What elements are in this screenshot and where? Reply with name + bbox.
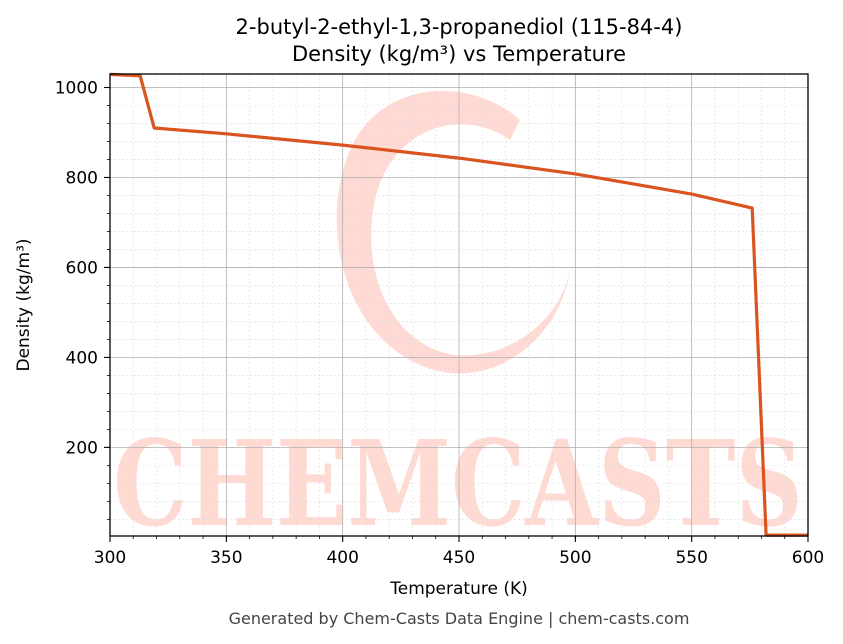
watermark-logo-swirl [336, 90, 570, 374]
y-tick-label: 400 [66, 348, 98, 368]
x-tick-label: 400 [326, 548, 358, 568]
chart-title: 2-butyl-2-ethyl-1,3-propanediol (115-84-… [236, 15, 683, 39]
x-tick-label: 450 [443, 548, 475, 568]
chemcasts-watermark: CHEMCASTS [113, 90, 803, 553]
x-tick-label: 300 [94, 548, 126, 568]
axis-ticks [104, 86, 809, 542]
x-tick-label: 550 [675, 548, 707, 568]
x-tick-label: 350 [210, 548, 242, 568]
y-tick-label: 800 [66, 168, 98, 188]
x-tick-label: 500 [559, 548, 591, 568]
y-tick-label: 600 [66, 258, 98, 278]
x-axis-label: Temperature (K) [389, 579, 528, 599]
density-series-line [109, 72, 808, 537]
y-axis-label: Density (kg/m³) [14, 238, 34, 371]
y-tick-labels: 200 400 600 800 1000 [55, 78, 98, 458]
footer-credit: Generated by Chem-Casts Data Engine | ch… [229, 609, 690, 628]
y-tick-label: 1000 [55, 78, 98, 98]
x-tick-label: 600 [792, 548, 824, 568]
y-tick-label: 200 [66, 438, 98, 458]
x-tick-labels: 300 350 400 450 500 550 600 [94, 548, 824, 568]
chart-subtitle: Density (kg/m³) vs Temperature [292, 42, 626, 66]
